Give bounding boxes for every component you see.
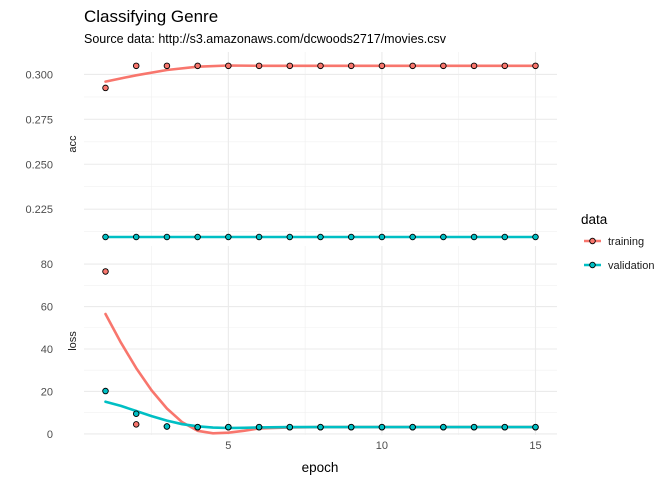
data-point-training <box>317 62 324 70</box>
y-tick-label: 0.275 <box>25 114 53 126</box>
chart-subtitle: Source data: http://s3.amazonaws.com/dcw… <box>84 32 447 46</box>
data-point-validation <box>440 233 447 241</box>
y-tick-label: 0.250 <box>25 159 53 171</box>
data-point-training <box>163 62 171 70</box>
data-point-validation <box>132 233 140 241</box>
data-point-validation <box>409 423 416 431</box>
chart-title: Classifying Genre <box>84 7 218 26</box>
data-point-validation <box>286 233 294 241</box>
x-tick-label: 5 <box>225 440 231 452</box>
data-point-validation <box>286 423 294 431</box>
data-point-training <box>194 62 201 70</box>
x-tick-label: 10 <box>376 440 388 452</box>
data-point-training <box>378 62 386 70</box>
data-point-validation <box>255 423 263 431</box>
data-point-training <box>347 62 355 70</box>
y-tick-label: 60 <box>41 302 53 314</box>
panel-loss: 0 20 40 60 80 <box>41 246 557 441</box>
legend-item-training: training <box>584 236 644 248</box>
x-axis-ticks: 5 10 15 <box>225 440 541 452</box>
data-point-validation <box>163 233 171 241</box>
data-point-validation <box>378 423 386 431</box>
data-point-validation <box>470 423 478 431</box>
data-point-training <box>225 62 232 70</box>
data-point-training <box>255 62 263 70</box>
x-axis-title: epoch <box>302 460 339 475</box>
legend-key-point <box>589 261 596 269</box>
y-tick-label: 80 <box>41 259 53 271</box>
data-point-validation <box>409 233 416 241</box>
data-point-validation <box>378 233 386 241</box>
y-tick-label: 40 <box>41 344 53 356</box>
data-point-training <box>132 421 140 428</box>
data-point-training <box>409 62 416 70</box>
smooth-line-training <box>104 312 537 435</box>
legend-item-validation: validation <box>584 260 654 272</box>
data-point-validation <box>225 423 232 431</box>
data-point-validation <box>102 387 109 395</box>
legend-label: training <box>608 236 644 248</box>
legend: data training validation <box>581 212 654 272</box>
data-point-training <box>440 62 447 70</box>
data-point-training <box>286 62 294 70</box>
data-point-validation <box>532 423 539 431</box>
data-point-validation <box>225 233 232 241</box>
y-tick-label: 0.225 <box>25 204 53 216</box>
y-tick-label: 0.300 <box>25 69 53 81</box>
legend-key-point <box>589 237 596 245</box>
y-tick-label: 20 <box>41 386 53 398</box>
data-point-validation <box>501 423 509 431</box>
facet-label-loss: loss <box>67 331 79 351</box>
facet-label-acc: acc <box>67 135 79 153</box>
x-tick-label: 15 <box>529 440 541 452</box>
data-point-validation <box>163 423 171 430</box>
data-point-validation <box>347 423 355 431</box>
data-point-training <box>102 84 109 92</box>
data-point-validation <box>194 233 201 241</box>
data-point-training <box>470 62 478 70</box>
data-point-training <box>132 62 140 70</box>
data-point-training <box>532 62 539 70</box>
data-point-validation <box>255 233 263 241</box>
data-point-validation <box>317 233 324 241</box>
data-point-training <box>102 268 109 275</box>
data-point-validation <box>347 233 355 241</box>
data-point-validation <box>470 233 478 241</box>
y-tick-label: 0 <box>47 429 53 441</box>
data-point-validation <box>132 410 140 418</box>
data-point-validation <box>194 423 201 431</box>
data-point-training <box>501 62 509 70</box>
legend-label: validation <box>608 260 654 272</box>
data-point-validation <box>501 233 509 241</box>
data-point-validation <box>317 423 324 431</box>
data-point-validation <box>102 233 109 241</box>
legend-title: data <box>581 212 608 227</box>
panel-acc: 0.225 0.250 0.275 0.300 <box>25 52 557 241</box>
data-point-validation <box>532 233 539 241</box>
data-point-validation <box>440 423 447 431</box>
